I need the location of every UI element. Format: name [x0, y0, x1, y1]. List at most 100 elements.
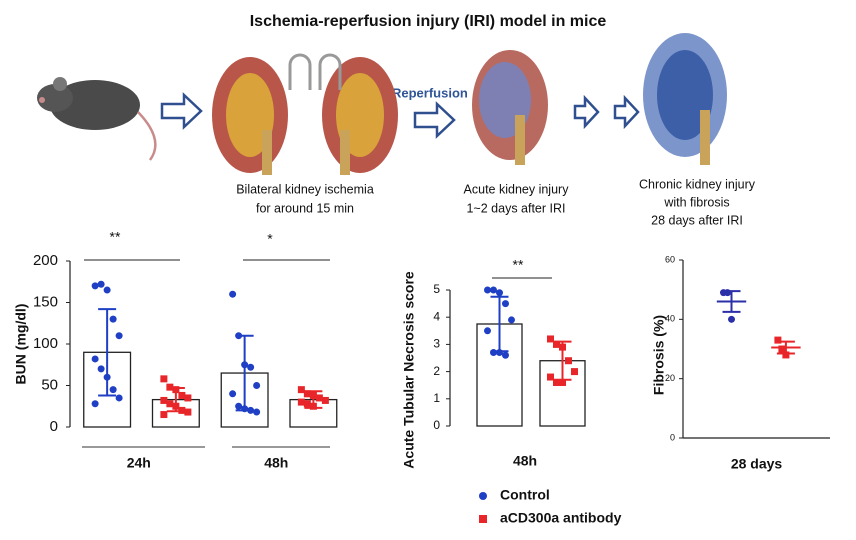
- step-caption: Acute kidney injury: [464, 182, 570, 196]
- data-point: [303, 390, 311, 398]
- data-point: [565, 357, 572, 365]
- data-point: [253, 408, 261, 416]
- data-point: [247, 363, 255, 371]
- data-point: [496, 349, 503, 357]
- data-point: [309, 402, 317, 410]
- x-category-label: 24h: [127, 455, 151, 471]
- data-point: [502, 300, 509, 308]
- data-point: [91, 355, 99, 363]
- data-point: [303, 400, 311, 408]
- y-axis-label: Acute Tubular Necrosis score: [401, 271, 417, 469]
- data-point: [728, 315, 736, 323]
- data-point: [559, 378, 566, 386]
- y-tick-label: 100: [33, 335, 58, 352]
- reperfusion-label: Reperfusion: [392, 85, 468, 100]
- data-point: [91, 282, 99, 290]
- data-point: [241, 361, 249, 369]
- data-point: [103, 373, 111, 381]
- legend-label: aCD300a antibody: [500, 510, 622, 526]
- step-caption: with fibrosis: [663, 195, 729, 209]
- x-category-label: 48h: [264, 455, 288, 471]
- data-point: [309, 391, 317, 399]
- y-tick-label: 40: [665, 314, 675, 324]
- data-point: [571, 368, 578, 376]
- data-point: [229, 290, 237, 298]
- data-point: [109, 386, 117, 394]
- data-point: [166, 383, 174, 391]
- step-caption: Chronic kidney injury: [639, 177, 756, 191]
- step-caption: for around 15 min: [256, 201, 354, 215]
- process-arrows: [160, 92, 640, 139]
- data-point: [484, 286, 491, 294]
- data-point: [297, 398, 305, 406]
- data-point: [178, 406, 186, 414]
- data-point: [235, 332, 243, 340]
- y-axis-label: BUN (mg/dl): [13, 304, 29, 385]
- significance-label: **: [513, 257, 524, 273]
- data-point: [547, 373, 554, 381]
- y-tick-label: 2: [433, 364, 440, 378]
- y-tick-label: 60: [665, 254, 675, 264]
- y-tick-label: 150: [33, 293, 58, 310]
- y-tick-label: 0: [670, 432, 675, 442]
- data-point: [547, 335, 554, 343]
- data-point: [502, 351, 509, 359]
- step-caption: Bilateral kidney ischemia: [236, 182, 374, 196]
- data-point: [97, 365, 105, 373]
- data-point: [490, 349, 497, 357]
- data-point: [778, 345, 786, 353]
- y-tick-label: 5: [433, 282, 440, 296]
- data-point: [109, 315, 117, 323]
- data-point: [774, 336, 782, 344]
- legend-marker: [479, 515, 487, 523]
- data-point: [184, 394, 192, 402]
- x-category-label: 48h: [513, 453, 537, 469]
- data-point: [496, 289, 503, 297]
- y-tick-label: 3: [433, 337, 440, 351]
- data-point: [247, 406, 255, 414]
- y-tick-label: 0: [50, 418, 58, 435]
- data-point: [184, 408, 192, 416]
- data-point: [782, 351, 790, 359]
- data-point: [490, 286, 497, 294]
- data-point: [315, 394, 323, 402]
- data-point: [559, 343, 566, 351]
- data-point: [172, 402, 180, 410]
- kidney-illustrations: [212, 33, 727, 175]
- y-tick-label: 4: [433, 309, 440, 323]
- data-point: [553, 340, 560, 348]
- significance-label: *: [267, 231, 273, 247]
- data-point: [160, 375, 168, 383]
- significance-label: **: [110, 229, 121, 245]
- x-category-label: 28 days: [731, 456, 783, 472]
- data-point: [241, 405, 249, 413]
- data-point: [166, 400, 174, 408]
- data-point: [484, 327, 491, 335]
- data-point: [508, 316, 515, 324]
- figure-title: Ischemia-reperfusion injury (IRI) model …: [250, 13, 607, 30]
- step-caption: 28 days after IRI: [651, 213, 743, 227]
- data-point: [160, 396, 168, 404]
- data-point: [553, 378, 560, 386]
- data-point: [160, 411, 168, 419]
- y-axis-label: Fibrosis (%): [651, 315, 667, 395]
- mouse-illustration: [37, 77, 157, 161]
- data-point: [172, 386, 180, 394]
- data-point: [235, 402, 243, 410]
- data-point: [178, 391, 186, 399]
- data-point: [297, 386, 305, 394]
- data-point: [229, 390, 237, 398]
- legend-marker: [479, 492, 487, 500]
- data-point: [115, 332, 123, 340]
- y-tick-label: 0: [433, 418, 440, 432]
- data-point: [91, 400, 99, 408]
- y-tick-label: 20: [665, 373, 675, 383]
- data-point: [321, 396, 329, 404]
- data-point: [253, 382, 261, 389]
- data-point: [97, 280, 105, 288]
- data-point: [115, 394, 123, 402]
- y-tick-label: 200: [33, 252, 58, 269]
- step-caption: 1~2 days after IRI: [466, 201, 565, 215]
- data-point: [103, 286, 111, 294]
